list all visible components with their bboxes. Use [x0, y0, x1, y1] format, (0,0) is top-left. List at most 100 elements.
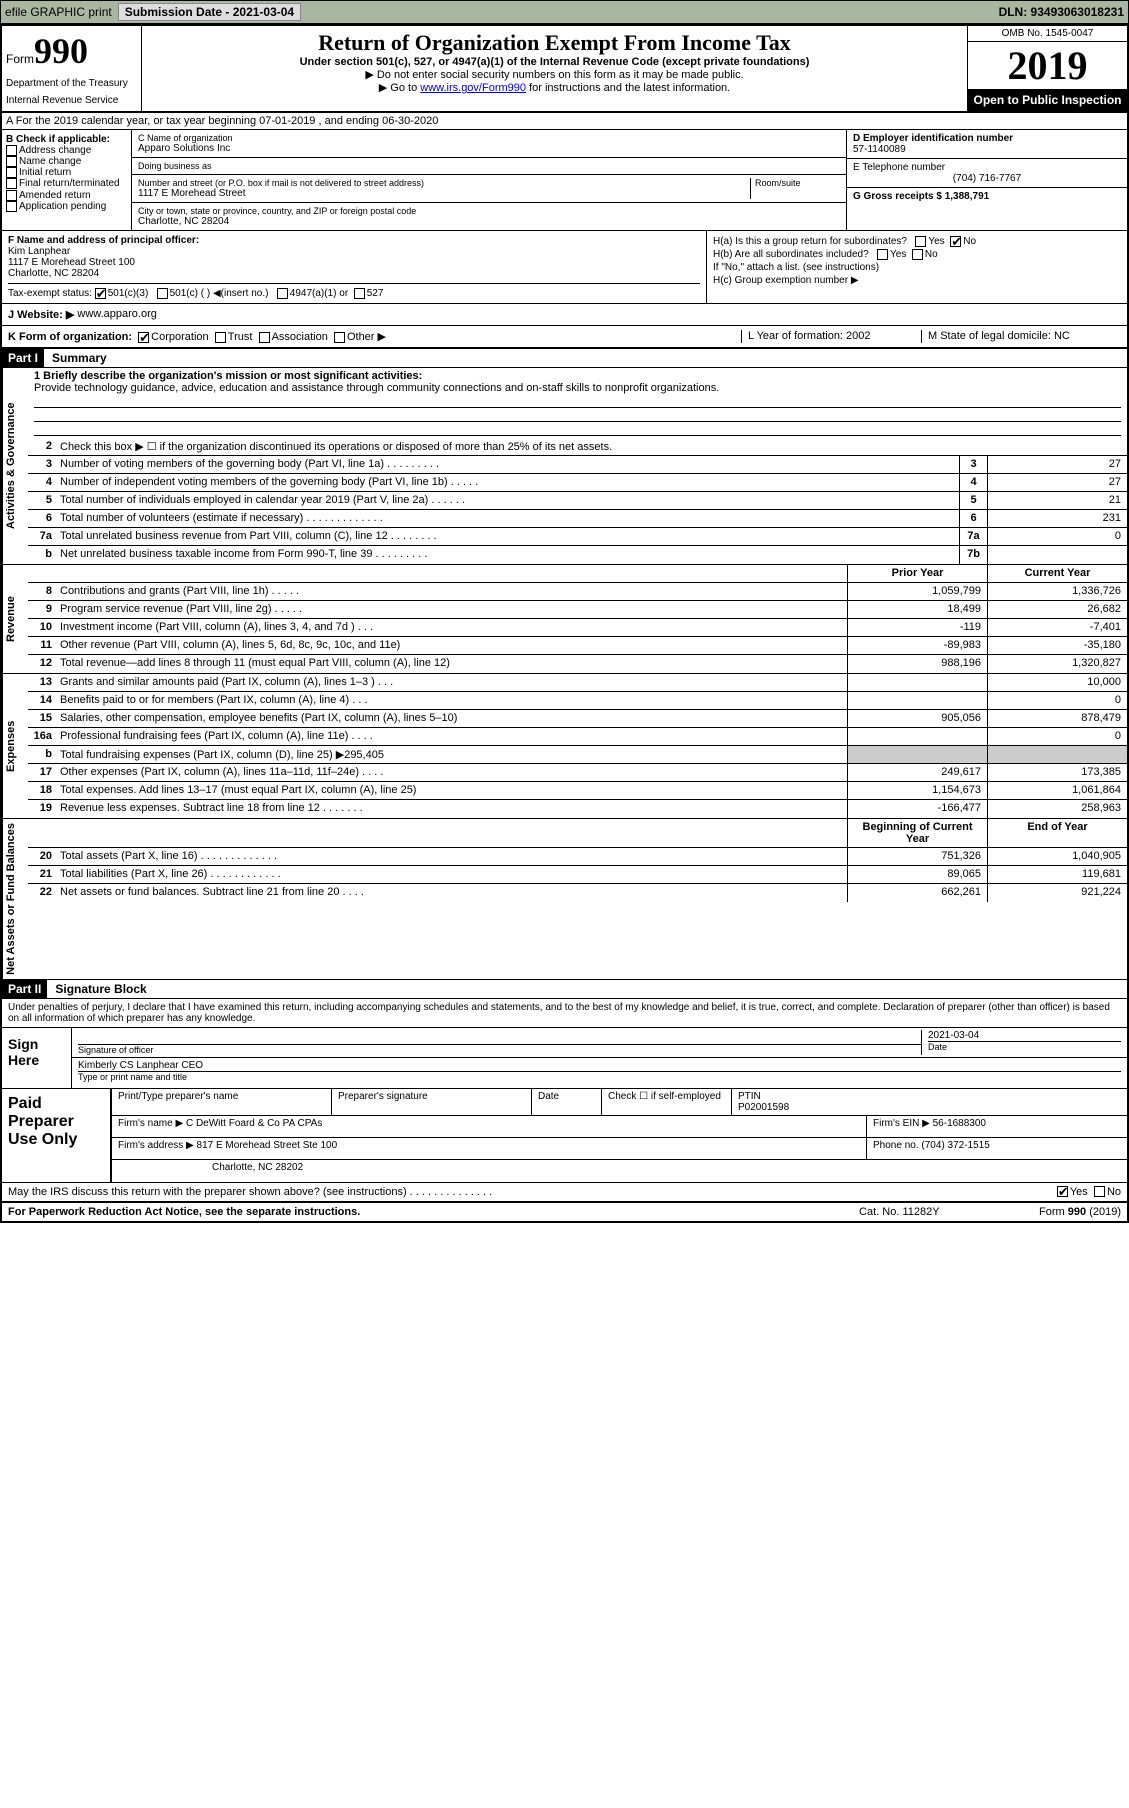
cb-name-change[interactable]: Name change [6, 156, 127, 167]
row-desc: Total liabilities (Part X, line 26) . . … [56, 866, 847, 883]
line2-text: Check this box ▶ ☐ if the organization d… [56, 438, 1127, 455]
line-2: 2 Check this box ▶ ☐ if the organization… [28, 438, 1127, 456]
form-990: Form990 Department of the Treasury Inter… [0, 24, 1129, 1223]
col-d: D Employer identification number 57-1140… [847, 130, 1127, 230]
cb-other[interactable] [334, 332, 345, 343]
city-cell: City or town, state or province, country… [132, 203, 846, 230]
row-val: 21 [987, 492, 1127, 509]
gross-cell: G Gross receipts $ 1,388,791 [847, 188, 1127, 205]
hdr-prior: Prior Year [847, 565, 987, 582]
ein-lbl: D Employer identification number [853, 133, 1121, 144]
cb-trust[interactable] [215, 332, 226, 343]
submission-date-btn[interactable]: Submission Date - 2021-03-04 [118, 3, 301, 21]
header-mid: Return of Organization Exempt From Incom… [142, 26, 967, 111]
hb-yes[interactable] [877, 249, 888, 260]
cb-app-pending[interactable]: Application pending [6, 201, 127, 212]
row-num: 17 [28, 764, 56, 781]
cb-address-change[interactable]: Address change [6, 145, 127, 156]
phone-value: (704) 372-1515 [921, 1140, 989, 1151]
summary-governance: Activities & Governance 1 Briefly descri… [2, 368, 1127, 565]
cb-501c[interactable] [157, 288, 168, 299]
phone-cell: Phone no. (704) 372-1515 [867, 1138, 1127, 1159]
dba-lbl: Doing business as [138, 161, 840, 171]
row-desc: Salaries, other compensation, employee b… [56, 710, 847, 727]
room-lbl: Room/suite [755, 178, 840, 188]
prep-name-lbl: Print/Type preparer's name [112, 1089, 332, 1115]
discuss-no[interactable] [1094, 1186, 1105, 1197]
form-sub3: ▶ Go to www.irs.gov/Form990 for instruct… [146, 81, 963, 94]
website-value: www.apparo.org [77, 308, 157, 321]
cb-corp[interactable] [138, 332, 149, 343]
cb-1-lbl: Name change [19, 156, 81, 167]
cb-final-return[interactable]: Final return/terminated [6, 178, 127, 189]
table-row: 14Benefits paid to or for members (Part … [28, 692, 1127, 710]
sig-date-field: 2021-03-04 Date [921, 1030, 1121, 1055]
table-row: 13Grants and similar amounts paid (Part … [28, 674, 1127, 692]
row-curr [987, 746, 1127, 763]
form990-link[interactable]: www.irs.gov/Form990 [420, 82, 526, 94]
gov-row: 5Total number of individuals employed in… [28, 492, 1127, 510]
row-desc: Total number of individuals employed in … [56, 492, 959, 509]
self-employed-lbl: Check ☐ if self-employed [602, 1089, 732, 1115]
ha-yes[interactable] [915, 236, 926, 247]
cb-501c3[interactable] [95, 288, 106, 299]
firm-name-value: C DeWitt Foard & Co PA CPAs [186, 1118, 322, 1129]
cb-527[interactable] [354, 288, 365, 299]
addr-cell: Number and street (or P.O. box if mail i… [132, 175, 846, 203]
firm-ein-lbl: Firm's EIN ▶ [873, 1118, 930, 1129]
table-row: 9Program service revenue (Part VIII, lin… [28, 601, 1127, 619]
row-curr: 119,681 [987, 866, 1127, 883]
row-prior: -119 [847, 619, 987, 636]
form-word: Form [6, 52, 34, 66]
cb-assoc[interactable] [259, 332, 270, 343]
cb-initial-return[interactable]: Initial return [6, 167, 127, 178]
cb-4947[interactable] [277, 288, 288, 299]
sign-here-right: Signature of officer 2021-03-04 Date Kim… [72, 1028, 1127, 1088]
row-num: 16a [28, 728, 56, 745]
prep-date-lbl: Date [532, 1089, 602, 1115]
row-num: 15 [28, 710, 56, 727]
row-desc: Other revenue (Part VIII, column (A), li… [56, 637, 847, 654]
form-subtitle: Under section 501(c), 527, or 4947(a)(1)… [146, 56, 963, 68]
row-prior: 905,056 [847, 710, 987, 727]
form-title: Return of Organization Exempt From Incom… [146, 30, 963, 56]
dept-treasury: Department of the Treasury [6, 78, 137, 89]
firm-ein-value: 56-1688300 [933, 1118, 986, 1129]
officer-typed-name: Kimberly CS Lanphear CEO [78, 1060, 1121, 1071]
table-row: 19Revenue less expenses. Subtract line 1… [28, 800, 1127, 818]
row-num: b [28, 546, 56, 564]
hb-no[interactable] [912, 249, 923, 260]
row-prior [847, 674, 987, 691]
sig-date-lbl: Date [928, 1041, 1121, 1052]
row-num: 19 [28, 800, 56, 818]
exp-body: 13Grants and similar amounts paid (Part … [28, 674, 1127, 818]
row-curr: -7,401 [987, 619, 1127, 636]
row-k-l-m: K Form of organization: Corporation Trus… [2, 326, 1127, 349]
paperwork-notice: For Paperwork Reduction Act Notice, see … [8, 1206, 859, 1218]
row-desc: Total unrelated business revenue from Pa… [56, 528, 959, 545]
cb-amended[interactable]: Amended return [6, 190, 127, 201]
tel-lbl: E Telephone number [853, 162, 1121, 173]
irs-label: Internal Revenue Service [6, 95, 137, 106]
footer-bottom: For Paperwork Reduction Act Notice, see … [2, 1203, 1127, 1221]
summary-netassets: Net Assets or Fund Balances Beginning of… [2, 819, 1127, 980]
discuss-yes[interactable] [1057, 1186, 1068, 1197]
row-a-tax-year: A For the 2019 calendar year, or tax yea… [2, 113, 1127, 130]
dln: DLN: 93493063018231 [999, 5, 1124, 19]
table-row: bTotal fundraising expenses (Part IX, co… [28, 746, 1127, 764]
row-desc: Total number of volunteers (estimate if … [56, 510, 959, 527]
ha-no[interactable] [950, 236, 961, 247]
row-desc: Program service revenue (Part VIII, line… [56, 601, 847, 618]
row-desc: Investment income (Part VIII, column (A)… [56, 619, 847, 636]
col-f: F Name and address of principal officer:… [2, 231, 707, 303]
row-desc: Benefits paid to or for members (Part IX… [56, 692, 847, 709]
row-desc: Total assets (Part X, line 16) . . . . .… [56, 848, 847, 865]
firm-name-lbl: Firm's name ▶ [118, 1118, 183, 1129]
row-prior: 751,326 [847, 848, 987, 865]
hb-text: H(b) Are all subordinates included? [713, 249, 869, 260]
ha-yes-lbl: Yes [928, 236, 944, 247]
officer-type-field: Kimberly CS Lanphear CEO Type or print n… [78, 1060, 1121, 1086]
gov-body: 1 Briefly describe the organization's mi… [28, 368, 1127, 564]
tax-year: 2019 [968, 42, 1127, 89]
officer-type-line: Kimberly CS Lanphear CEO Type or print n… [72, 1058, 1127, 1088]
